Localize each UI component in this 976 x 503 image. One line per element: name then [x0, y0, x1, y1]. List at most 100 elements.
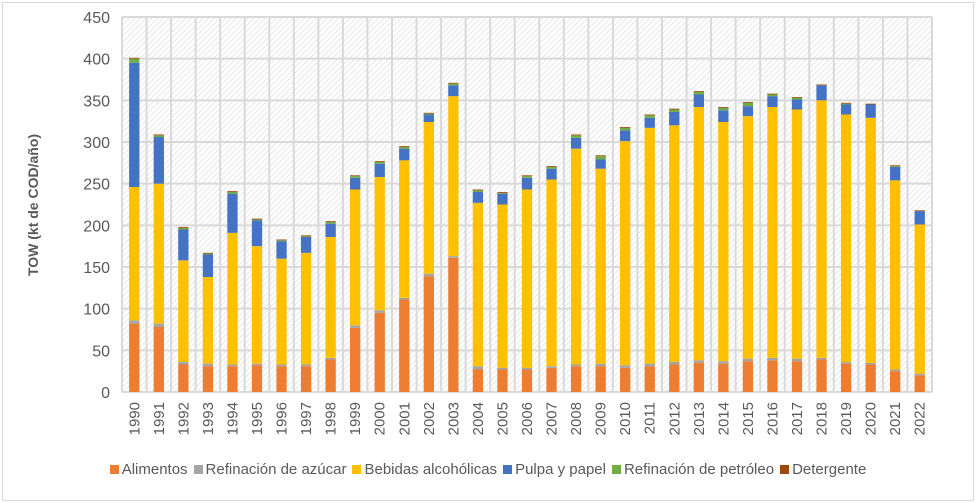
bar-segment-pulpa-y-papel-1995: [251, 220, 263, 247]
y-tick-label: 50: [92, 343, 110, 360]
y-tick-label: 100: [83, 302, 110, 319]
bar-segment-refinaci-n-de-petr-leo-2009: [595, 156, 606, 160]
bar-segment-pulpa-y-papel-2005: [497, 193, 508, 205]
bar-segment-detergente-2009: [595, 155, 606, 157]
bar-segment-pulpa-y-papel-1994: [227, 193, 238, 233]
bar-segment-refinaci-n-de-petr-leo-1991: [153, 135, 164, 137]
bar-segment-pulpa-y-papel-2009: [595, 159, 606, 169]
bar-segment-bebidas-alcoh-licas-2010: [620, 141, 631, 366]
bar-segment-alimentos-2008: [570, 366, 582, 392]
bar-segment-bebidas-alcoh-licas-1997: [300, 252, 312, 365]
bar-segment-detergente-2001: [399, 146, 410, 147]
bar-segment-refinaci-n-de-petr-leo-2013: [693, 92, 704, 95]
bar-segment-refinaci-n-de-petr-leo-1995: [251, 219, 263, 221]
bar-segment-refinaci-n-de-petr-leo-1999: [350, 176, 361, 178]
bar-segment-refinaci-n-de-petr-leo-1996: [276, 240, 287, 242]
bar-segment-alimentos-1997: [300, 366, 312, 392]
bar-segment-refinaci-n-de-az-car-1996: [276, 364, 287, 367]
bar-segment-bebidas-alcoh-licas-2012: [669, 125, 680, 362]
bar-segment-alimentos-2007: [546, 367, 557, 392]
bar-segment-refinaci-n-de-petr-leo-2012: [669, 109, 680, 112]
bar-segment-refinaci-n-de-az-car-2010: [620, 365, 631, 368]
x-tick-label: 2005: [494, 402, 511, 435]
bar-segment-pulpa-y-papel-2021: [890, 167, 901, 181]
bar-segment-alimentos-2018: [816, 359, 827, 392]
bar-segment-detergente-2014: [718, 107, 729, 108]
bar-segment-refinaci-n-de-az-car-2012: [669, 362, 680, 365]
bar-segment-pulpa-y-papel-1996: [276, 241, 287, 259]
legend-item: Bebidas alcohólicas: [352, 461, 497, 478]
bar-segment-bebidas-alcoh-licas-2020: [865, 117, 876, 363]
bar-segment-bebidas-alcoh-licas-2014: [718, 122, 729, 362]
x-tick-label: 1992: [175, 402, 192, 435]
bar-segment-refinaci-n-de-az-car-2002: [423, 273, 434, 277]
x-tick-label: 1998: [323, 402, 340, 435]
bar-segment-detergente-2015: [742, 102, 754, 103]
bar-segment-detergente-1991: [153, 134, 164, 136]
bar-segment-refinaci-n-de-petr-leo-1994: [227, 192, 238, 194]
bar-segment-bebidas-alcoh-licas-1990: [129, 187, 140, 321]
bar-segment-refinaci-n-de-petr-leo-2000: [374, 162, 385, 164]
y-axis-ticks: 0 50 100 150 200 250 300 350 400 450: [83, 10, 110, 402]
bar-segment-detergente-2008: [570, 134, 582, 136]
bar-segment-detergente-2006: [521, 175, 533, 177]
x-tick-label: 2022: [912, 402, 929, 435]
bar-segment-bebidas-alcoh-licas-2021: [890, 180, 901, 370]
bar-segment-pulpa-y-papel-2008: [570, 137, 582, 149]
x-tick-label: 2016: [764, 402, 781, 435]
bar-segment-refinaci-n-de-petr-leo-2016: [767, 94, 778, 97]
x-tick-label: 2004: [470, 402, 487, 435]
bar-segment-refinaci-n-de-petr-leo-2017: [791, 97, 803, 100]
x-tick-label: 1994: [224, 402, 241, 435]
bar-segment-pulpa-y-papel-2014: [718, 110, 729, 122]
legend: Alimentos Refinación de azúcar Bebidas alc…: [0, 461, 976, 478]
bar-segment-bebidas-alcoh-licas-2005: [497, 204, 508, 368]
bar-segment-refinaci-n-de-az-car-1994: [227, 364, 238, 367]
bar-segment-detergente-2022: [914, 210, 925, 212]
bar-segment-refinaci-n-de-az-car-2009: [595, 363, 606, 367]
legend-label: Pulpa y papel: [515, 461, 606, 478]
bar-segment-alimentos-1990: [129, 323, 140, 392]
bar-segment-pulpa-y-papel-2000: [374, 163, 385, 177]
bar-segment-pulpa-y-papel-1997: [300, 237, 312, 253]
y-tick-label: 250: [83, 177, 110, 194]
bar-segment-alimentos-2019: [840, 363, 852, 392]
bar-segment-alimentos-1994: [227, 366, 238, 392]
bar-segment-alimentos-1998: [325, 359, 336, 392]
legend-label: Bebidas alcohólicas: [364, 461, 498, 478]
bar-segment-bebidas-alcoh-licas-2022: [914, 224, 925, 374]
bar-segment-detergente-1995: [251, 218, 263, 220]
bar-segment-alimentos-2022: [914, 375, 925, 392]
bar-segment-alimentos-1992: [178, 364, 189, 392]
bar-segment-pulpa-y-papel-2022: [914, 211, 925, 225]
bar-segment-refinaci-n-de-petr-leo-2014: [718, 107, 729, 111]
bar-segment-detergente-2019: [840, 102, 852, 104]
bar-segment-detergente-1996: [276, 239, 287, 241]
bar-segment-detergente-2002: [423, 112, 434, 114]
bar-segment-refinaci-n-de-az-car-2007: [546, 366, 557, 368]
bar-segment-pulpa-y-papel-2011: [644, 117, 655, 128]
bar-segment-bebidas-alcoh-licas-1995: [251, 246, 263, 364]
bar-segment-alimentos-1991: [153, 327, 164, 392]
bar-segment-detergente-2003: [448, 82, 459, 84]
bar-segment-refinaci-n-de-az-car-1991: [153, 323, 164, 327]
x-tick-label: 2002: [421, 402, 438, 435]
bar-segment-detergente-1999: [350, 175, 361, 177]
bar-segment-alimentos-2006: [521, 369, 533, 392]
legend-swatch: [193, 465, 203, 474]
bar-segment-refinaci-n-de-az-car-2020: [865, 362, 876, 365]
bar-segment-pulpa-y-papel-2001: [399, 148, 410, 161]
bar-segment-detergente-2010: [620, 127, 631, 128]
bar-segment-bebidas-alcoh-licas-2007: [546, 179, 557, 367]
x-tick-label: 2017: [789, 402, 806, 435]
bar-segment-bebidas-alcoh-licas-1992: [178, 260, 189, 362]
bar-segment-bebidas-alcoh-licas-2006: [521, 189, 533, 368]
bar-segment-refinaci-n-de-az-car-2013: [693, 360, 704, 363]
bar-segment-bebidas-alcoh-licas-2011: [644, 127, 655, 364]
bar-segment-bebidas-alcoh-licas-2017: [791, 109, 803, 359]
bar-segment-bebidas-alcoh-licas-2002: [423, 122, 434, 274]
bar-segment-bebidas-alcoh-licas-2015: [742, 116, 754, 359]
bar-segment-refinaci-n-de-az-car-2016: [767, 357, 778, 361]
bar-segment-refinaci-n-de-petr-leo-1993: [202, 253, 214, 255]
x-tick-label: 1999: [347, 402, 364, 435]
